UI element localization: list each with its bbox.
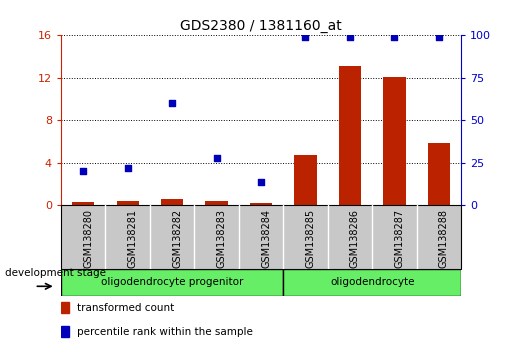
Bar [339,66,361,205]
Point [257,179,266,184]
Bar [72,202,94,205]
Text: oligodendrocyte progenitor: oligodendrocyte progenitor [101,277,243,287]
Text: GSM138283: GSM138283 [217,209,226,268]
Bar [161,199,183,205]
Point [213,155,221,161]
Bar [294,155,316,205]
Text: GSM138286: GSM138286 [350,209,360,268]
Point [79,169,87,174]
Point [390,34,399,40]
Bar [61,302,69,314]
Text: GSM138288: GSM138288 [439,209,449,268]
Bar [61,326,69,337]
Text: oligodendrocyte: oligodendrocyte [330,277,414,287]
Point [346,34,354,40]
Text: GSM138281: GSM138281 [128,209,138,268]
Bar [250,203,272,205]
Text: GSM138280: GSM138280 [83,209,93,268]
Text: percentile rank within the sample: percentile rank within the sample [76,326,252,337]
Text: GSM138287: GSM138287 [394,209,404,268]
Bar [61,269,283,296]
Bar [117,201,139,205]
Point [123,165,132,171]
Text: development stage: development stage [5,268,107,279]
Point [168,101,176,106]
Text: transformed count: transformed count [76,303,174,313]
Point [435,34,443,40]
Bar [283,269,461,296]
Bar [428,143,450,205]
Point [301,34,310,40]
Text: GSM138284: GSM138284 [261,209,271,268]
Title: GDS2380 / 1381160_at: GDS2380 / 1381160_at [180,19,342,33]
Bar [383,77,405,205]
Bar [206,201,228,205]
Text: GSM138285: GSM138285 [305,209,315,268]
Text: GSM138282: GSM138282 [172,209,182,268]
